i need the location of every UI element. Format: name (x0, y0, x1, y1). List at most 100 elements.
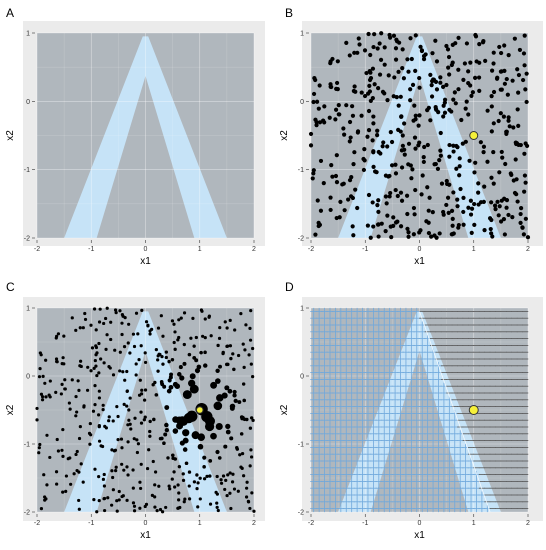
data-point (218, 364, 223, 369)
data-point (156, 358, 160, 362)
data-point (441, 114, 446, 119)
decision-boundary (419, 311, 491, 513)
data-point (248, 326, 252, 330)
data-point (392, 75, 397, 80)
data-point (445, 47, 451, 52)
data-point (377, 41, 382, 46)
data-point (433, 38, 438, 43)
data-point (97, 320, 102, 324)
y-axis-title: x2 (5, 130, 16, 141)
data-point (59, 392, 63, 396)
data-point (491, 181, 496, 186)
data-point (245, 486, 249, 490)
data-point (197, 443, 204, 450)
data-point (524, 99, 529, 105)
data-point (204, 416, 215, 427)
data-point (434, 87, 440, 92)
data-point (210, 432, 217, 440)
data-point (489, 231, 494, 236)
data-point (476, 190, 481, 195)
data-point (379, 31, 384, 36)
data-point (252, 509, 256, 513)
data-point (435, 166, 441, 171)
data-point (111, 488, 115, 492)
data-point (166, 456, 170, 460)
data-point (179, 316, 183, 320)
data-point (188, 497, 192, 501)
data-point (150, 493, 154, 497)
data-point (362, 93, 368, 99)
data-point (371, 114, 376, 119)
data-point (368, 98, 373, 104)
data-point (77, 388, 81, 392)
data-point (172, 416, 179, 423)
y-tick-label: 1 (26, 306, 30, 313)
data-point (450, 216, 455, 221)
data-point (376, 85, 381, 91)
data-point (249, 448, 253, 452)
data-point (182, 500, 186, 504)
data-point (483, 58, 488, 63)
data-point (437, 158, 442, 163)
data-point (495, 199, 500, 204)
data-point (421, 159, 426, 165)
data-point (156, 326, 161, 330)
data-point (413, 33, 418, 38)
data-point (412, 212, 417, 217)
data-point (450, 223, 455, 228)
y-tick-label: 0 (300, 99, 304, 106)
data-point (114, 469, 118, 473)
data-point (120, 321, 124, 325)
data-point (246, 500, 251, 504)
data-point (64, 474, 69, 478)
data-point (445, 195, 451, 200)
data-point (457, 173, 462, 178)
data-point (101, 403, 105, 407)
data-point (497, 44, 502, 50)
data-point (44, 358, 48, 362)
y-axis-title: x2 (279, 404, 290, 415)
data-point (397, 40, 402, 45)
data-point (173, 330, 177, 334)
data-point (140, 388, 144, 392)
data-point (520, 225, 525, 230)
data-point (67, 401, 71, 405)
data-point (208, 502, 213, 506)
data-point (102, 472, 106, 477)
panel-a: A -2 -1 0 1 2 1 0 -1 -2 x1 x2 (5, 6, 265, 267)
data-point (370, 66, 376, 71)
data-point (101, 477, 105, 481)
data-point (138, 506, 142, 510)
data-point (496, 118, 501, 124)
data-point (518, 220, 523, 225)
data-point (455, 204, 460, 209)
data-point (386, 73, 391, 78)
data-point (376, 209, 381, 214)
data-point (393, 162, 398, 167)
data-point (102, 361, 106, 365)
data-point (510, 78, 515, 83)
data-point (153, 483, 157, 487)
data-point (178, 365, 183, 370)
data-point (78, 326, 82, 330)
data-point (156, 369, 160, 373)
data-point (215, 378, 221, 384)
data-point (412, 135, 418, 140)
data-point (347, 139, 352, 144)
data-point (399, 148, 404, 153)
x-ticks: -2 -1 0 1 2 (34, 514, 256, 527)
data-point (402, 152, 407, 157)
data-point (482, 227, 487, 233)
data-point (382, 62, 387, 67)
data-point (192, 355, 197, 360)
data-point (161, 362, 165, 366)
data-point (207, 314, 211, 318)
data-point (115, 509, 119, 513)
data-point (522, 33, 527, 38)
y-tick-label: 0 (26, 374, 30, 381)
data-point (118, 369, 122, 373)
data-point (167, 359, 171, 364)
data-point (398, 190, 404, 195)
data-point (321, 181, 326, 186)
data-point (515, 199, 520, 204)
